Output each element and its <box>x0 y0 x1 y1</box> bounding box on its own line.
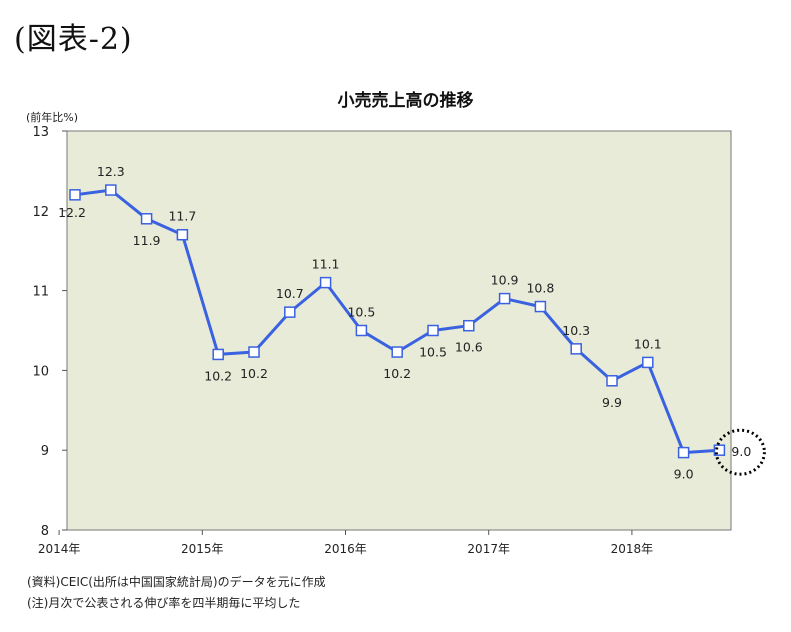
x-tick-label: 2018年 <box>611 542 654 556</box>
figure-label: (図表-2) <box>14 22 133 57</box>
data-point <box>677 446 690 459</box>
y-tick-label: 13 <box>32 125 49 140</box>
data-label: 10.8 <box>526 281 554 296</box>
data-label: 10.9 <box>491 273 519 288</box>
data-point <box>176 228 189 241</box>
y-tick-label: 10 <box>32 364 49 379</box>
data-point <box>463 319 475 332</box>
data-point <box>391 346 403 358</box>
x-tick-label: 2015年 <box>181 542 224 556</box>
data-label: 11.9 <box>133 233 161 248</box>
data-point <box>534 300 547 313</box>
data-label: 10.5 <box>419 345 447 360</box>
data-label: 10.5 <box>347 305 375 320</box>
data-point <box>140 213 153 225</box>
data-point <box>284 306 296 318</box>
data-point <box>355 324 368 337</box>
data-label: 10.6 <box>455 340 483 355</box>
data-point <box>606 375 618 387</box>
data-point <box>713 444 726 456</box>
data-label: 10.2 <box>383 366 411 381</box>
plot-area <box>66 130 732 531</box>
data-label: 10.2 <box>204 368 232 383</box>
data-label: 11.1 <box>312 257 340 272</box>
data-point <box>248 346 260 358</box>
data-label: 12.2 <box>58 205 86 220</box>
x-tick-label: 2014年 <box>38 542 81 556</box>
y-tick-label: 12 <box>32 205 49 220</box>
x-tick-label: 2017年 <box>467 542 510 556</box>
x-tick-label: 2016年 <box>324 542 367 556</box>
data-point <box>427 324 439 337</box>
y-tick-label: 11 <box>32 285 49 300</box>
footnote: (注)月次で公表される伸び率を四半期毎に平均した <box>27 596 301 610</box>
data-point <box>105 184 117 196</box>
data-point <box>498 292 511 305</box>
data-label: 9.0 <box>731 444 751 459</box>
data-label: 9.9 <box>602 395 622 410</box>
data-point <box>212 348 224 361</box>
source-note: (資料)CEIC(出所は中国国家統計局)のデータを元に作成 <box>27 575 326 589</box>
data-label: 12.3 <box>97 164 125 179</box>
data-label: 10.2 <box>240 366 268 381</box>
data-point <box>570 343 582 355</box>
data-label: 10.7 <box>276 286 304 301</box>
data-label: 9.0 <box>674 467 694 482</box>
data-label: 10.1 <box>634 336 662 351</box>
data-point <box>69 189 81 201</box>
y-tick-label: 8 <box>41 524 49 539</box>
data-label: 10.3 <box>562 323 590 338</box>
data-point <box>319 276 332 289</box>
highlight-circle <box>714 428 766 476</box>
chart-title: 小売売上高の推移 <box>337 91 474 111</box>
y-axis-unit-label: (前年比%) <box>26 111 79 124</box>
data-point <box>642 356 654 369</box>
y-tick-label: 9 <box>41 444 49 459</box>
data-label: 11.7 <box>168 209 196 224</box>
